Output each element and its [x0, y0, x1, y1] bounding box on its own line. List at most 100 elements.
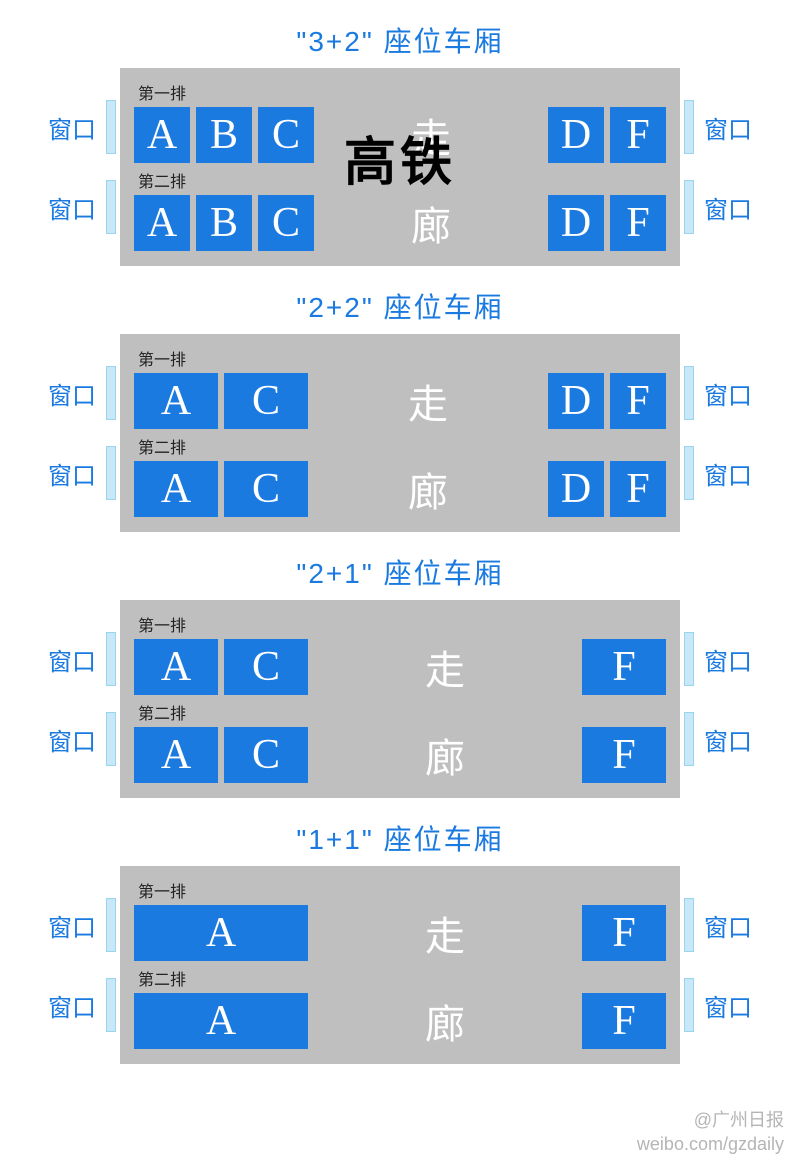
row-label: 第二排: [138, 434, 666, 458]
window-bar: [684, 632, 694, 686]
seat-C: C: [224, 373, 308, 429]
seat-row: ABC廊DF: [134, 194, 666, 252]
seat-F: F: [582, 993, 666, 1049]
seat-group-left: AC: [134, 639, 314, 695]
seat-F: F: [610, 195, 666, 251]
window-bar: [106, 180, 116, 234]
window-label: 窗口: [48, 642, 96, 677]
carriage-row: 窗口窗口第一排AC走DF第二排AC廊DF窗口窗口: [42, 334, 758, 532]
window-col-left: 窗口窗口: [42, 619, 120, 779]
carriage-block: "2+2" 座位车厢窗口窗口第一排AC走DF第二排AC廊DF窗口窗口: [0, 286, 800, 532]
aisle-char: 廊: [320, 194, 542, 252]
seat-D: D: [548, 373, 604, 429]
window-bar: [106, 632, 116, 686]
carriage-title: "2+2" 座位车厢: [296, 286, 503, 326]
carriage-row: 窗口窗口第一排AC走F第二排AC廊F窗口窗口: [42, 600, 758, 798]
window-label: 窗口: [48, 110, 96, 145]
aisle-char: 廊: [314, 726, 576, 784]
seat-F: F: [582, 727, 666, 783]
window-bar: [106, 712, 116, 766]
aisle-char: 廊: [314, 460, 542, 518]
window-col-left: 窗口窗口: [42, 87, 120, 247]
window-bar: [684, 446, 694, 500]
window-bar: [106, 366, 116, 420]
seat-group-right: DF: [542, 107, 666, 163]
seat-D: D: [548, 107, 604, 163]
seat-group-left: AC: [134, 461, 314, 517]
window-bar: [684, 100, 694, 154]
seat-F: F: [582, 905, 666, 961]
seat-row: A廊F: [134, 992, 666, 1050]
window-item: 窗口: [42, 446, 120, 500]
carriage-body: 第一排AC走F第二排AC廊F: [120, 600, 680, 798]
row-label: 第二排: [138, 966, 666, 990]
seat-A: A: [134, 905, 308, 961]
seat-D: D: [548, 195, 604, 251]
seat-C: C: [224, 461, 308, 517]
carriage-block: "2+1" 座位车厢窗口窗口第一排AC走F第二排AC廊F窗口窗口: [0, 552, 800, 798]
window-item: 窗口: [680, 180, 758, 234]
window-label: 窗口: [704, 376, 752, 411]
seat-group-left: A: [134, 905, 314, 961]
window-col-right: 窗口窗口: [680, 619, 758, 779]
window-label: 窗口: [48, 376, 96, 411]
window-bar: [106, 100, 116, 154]
window-label: 窗口: [704, 988, 752, 1023]
row-label: 第一排: [138, 346, 666, 370]
window-col-right: 窗口窗口: [680, 353, 758, 513]
window-bar: [106, 978, 116, 1032]
seat-A: A: [134, 993, 308, 1049]
carriage-title: "1+1" 座位车厢: [296, 818, 503, 858]
window-item: 窗口: [680, 366, 758, 420]
window-bar: [106, 446, 116, 500]
carriage-body: 第一排A走F第二排A廊F: [120, 866, 680, 1064]
seat-row: A走F: [134, 904, 666, 962]
window-label: 窗口: [704, 190, 752, 225]
seat-C: C: [258, 195, 314, 251]
window-label: 窗口: [704, 642, 752, 677]
window-item: 窗口: [42, 632, 120, 686]
row-label: 第一排: [138, 80, 666, 104]
window-item: 窗口: [680, 978, 758, 1032]
window-item: 窗口: [42, 898, 120, 952]
window-col-left: 窗口窗口: [42, 885, 120, 1045]
seat-group-left: AC: [134, 373, 314, 429]
window-label: 窗口: [48, 456, 96, 491]
seat-F: F: [610, 373, 666, 429]
seat-C: C: [224, 727, 308, 783]
aisle-char: 走: [314, 904, 576, 962]
window-bar: [684, 978, 694, 1032]
seat-F: F: [582, 639, 666, 695]
seat-group-right: F: [576, 639, 666, 695]
carriage-block: "1+1" 座位车厢窗口窗口第一排A走F第二排A廊F窗口窗口: [0, 818, 800, 1064]
window-col-right: 窗口窗口: [680, 885, 758, 1045]
window-item: 窗口: [42, 180, 120, 234]
footer: @广州日报 weibo.com/gzdaily: [637, 1109, 784, 1156]
window-bar: [684, 366, 694, 420]
seat-A: A: [134, 195, 190, 251]
aisle-char: 廊: [314, 992, 576, 1050]
row-label: 第二排: [138, 700, 666, 724]
carriage-title: "3+2" 座位车厢: [296, 20, 503, 60]
seat-group-left: A: [134, 993, 314, 1049]
window-item: 窗口: [680, 632, 758, 686]
carriage-row: 窗口窗口第一排ABC走DF第二排ABC廊DF高铁窗口窗口: [42, 68, 758, 266]
seat-B: B: [196, 195, 252, 251]
window-bar: [684, 180, 694, 234]
window-item: 窗口: [680, 446, 758, 500]
seat-C: C: [258, 107, 314, 163]
footer-line1: @广州日报: [637, 1109, 784, 1132]
window-item: 窗口: [680, 898, 758, 952]
window-col-left: 窗口窗口: [42, 353, 120, 513]
seat-group-right: F: [576, 993, 666, 1049]
seat-row: AC廊DF: [134, 460, 666, 518]
carriage-body: 第一排ABC走DF第二排ABC廊DF高铁: [120, 68, 680, 266]
seat-group-right: F: [576, 727, 666, 783]
window-bar: [684, 898, 694, 952]
carriage-body: 第一排 AC走DF 第二排AC廊DF: [120, 334, 680, 532]
aisle-char: 走: [314, 372, 542, 430]
aisle-char: 走: [314, 638, 576, 696]
seat-C: C: [224, 639, 308, 695]
window-item: 窗口: [42, 712, 120, 766]
seat-F: F: [610, 107, 666, 163]
